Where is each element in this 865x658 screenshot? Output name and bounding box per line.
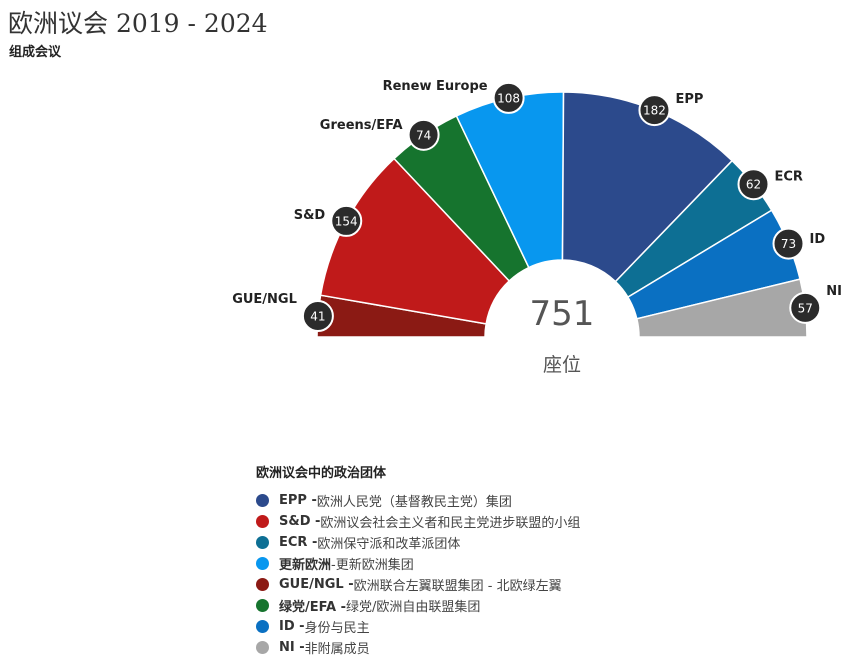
seat-count-label: 41 xyxy=(310,310,325,324)
seat-count-badge xyxy=(492,81,525,114)
legend-group-desc: -更新欧洲集团 xyxy=(331,558,414,573)
legend-group-abbr: NI - xyxy=(279,640,305,655)
legend-color-dot xyxy=(256,557,269,570)
seat-count-badge xyxy=(407,118,440,151)
legend-group-abbr: 绿党/EFA - xyxy=(279,600,346,615)
group-label: NI xyxy=(826,284,842,299)
legend-group-abbr: S&D - xyxy=(279,514,321,529)
labels-group: 41 GUE/NGL 154 S&D 74 Greens/EFA 108 Renew Euro… xyxy=(232,79,842,333)
parliament-chart: 41 GUE/NGL 154 S&D 74 Greens/EFA 108 Renew Euro… xyxy=(232,79,842,376)
group-label: GUE/NGL xyxy=(232,292,297,307)
seat-count-label: 108 xyxy=(497,91,520,105)
seat-count-badge xyxy=(638,94,671,127)
legend-color-dot xyxy=(256,578,269,591)
legend-group-abbr: 更新欧洲 xyxy=(279,558,332,573)
seat-count-label: 73 xyxy=(781,237,796,251)
group-label: ECR xyxy=(775,170,803,185)
seat-count-label: 154 xyxy=(335,214,358,228)
legend-item: EPP - 欧洲人民党（基督教民主党）集团 xyxy=(256,490,580,511)
seat-count-badge xyxy=(772,227,805,260)
legend-title: 欧洲议会中的政治团体 xyxy=(256,466,387,481)
seat-count-label: 57 xyxy=(798,301,813,315)
legend-color-dot xyxy=(256,620,269,633)
slice-epp xyxy=(561,91,734,283)
legend-item: ID - 身份与民主 xyxy=(256,616,580,637)
legend-group-desc: 非附属成员 xyxy=(304,642,370,657)
legend-group-abbr: EPP - xyxy=(279,493,317,508)
group-label: S&D xyxy=(294,208,326,223)
legend-color-dot xyxy=(256,599,269,612)
legend-item: ECR - 欧洲保守派和改革派团体 xyxy=(256,532,580,553)
legend-group-desc: 欧洲人民党（基督教民主党）集团 xyxy=(316,495,512,510)
page-subtitle: 组成会议 xyxy=(9,45,62,60)
legend-group-desc: 绿党/欧洲自由联盟集团 xyxy=(346,600,481,615)
seat-count-label: 74 xyxy=(416,128,431,142)
legend-group-abbr: ECR - xyxy=(279,535,318,550)
slice-s-d xyxy=(319,157,511,325)
legend-group-abbr: GUE/NGL - xyxy=(279,577,354,592)
legend-color-dot xyxy=(256,641,269,654)
legend-color-dot xyxy=(256,515,269,528)
seat-count-badge xyxy=(737,168,770,201)
slices-group xyxy=(316,91,808,338)
legend-group-abbr: ID - xyxy=(279,619,305,634)
legend-color-dot xyxy=(256,494,269,507)
legend-group-desc: 身份与民主 xyxy=(304,621,370,636)
legend-group-desc: 欧洲保守派和改革派团体 xyxy=(317,537,461,552)
group-label: EPP xyxy=(675,92,703,107)
legend-group-desc: 欧洲议会社会主义者和民主党进步联盟的小组 xyxy=(320,516,581,531)
legend-item: GUE/NGL - 欧洲联合左翼联盟集团 - 北欧绿左翼 xyxy=(256,574,580,595)
seat-count-badge xyxy=(301,300,334,333)
page-title: 欧洲议会 2019 - 2024 xyxy=(8,9,268,38)
total-seats-label: 座位 xyxy=(543,354,581,376)
legend-item: 绿党/EFA - 绿党/欧洲自由联盟集团 xyxy=(256,595,580,616)
group-label: Greens/EFA xyxy=(320,118,403,133)
group-label: ID xyxy=(809,232,825,247)
legend-color-dot xyxy=(256,536,269,549)
legend-item: NI - 非附属成员 xyxy=(256,637,580,658)
legend-item: S&D - 欧洲议会社会主义者和民主党进步联盟的小组 xyxy=(256,511,580,532)
seat-count-badge xyxy=(330,204,363,237)
seat-count-badge xyxy=(789,291,822,324)
legend: 欧洲议会中的政治团体 EPP - 欧洲人民党（基督教民主党）集团 S&D - 欧洲议会… xyxy=(256,462,580,658)
legend-item: 更新欧洲 -更新欧洲集团 xyxy=(256,553,580,574)
total-seats-value: 751 xyxy=(530,294,595,334)
legend-group-desc: 欧洲联合左翼联盟集团 - 北欧绿左翼 xyxy=(353,579,562,594)
legend-items: EPP - 欧洲人民党（基督教民主党）集团 S&D - 欧洲议会社会主义者和民主党进步… xyxy=(256,490,580,658)
group-label: Renew Europe xyxy=(383,79,488,94)
seat-count-label: 62 xyxy=(746,178,761,192)
seat-count-label: 182 xyxy=(643,104,666,118)
